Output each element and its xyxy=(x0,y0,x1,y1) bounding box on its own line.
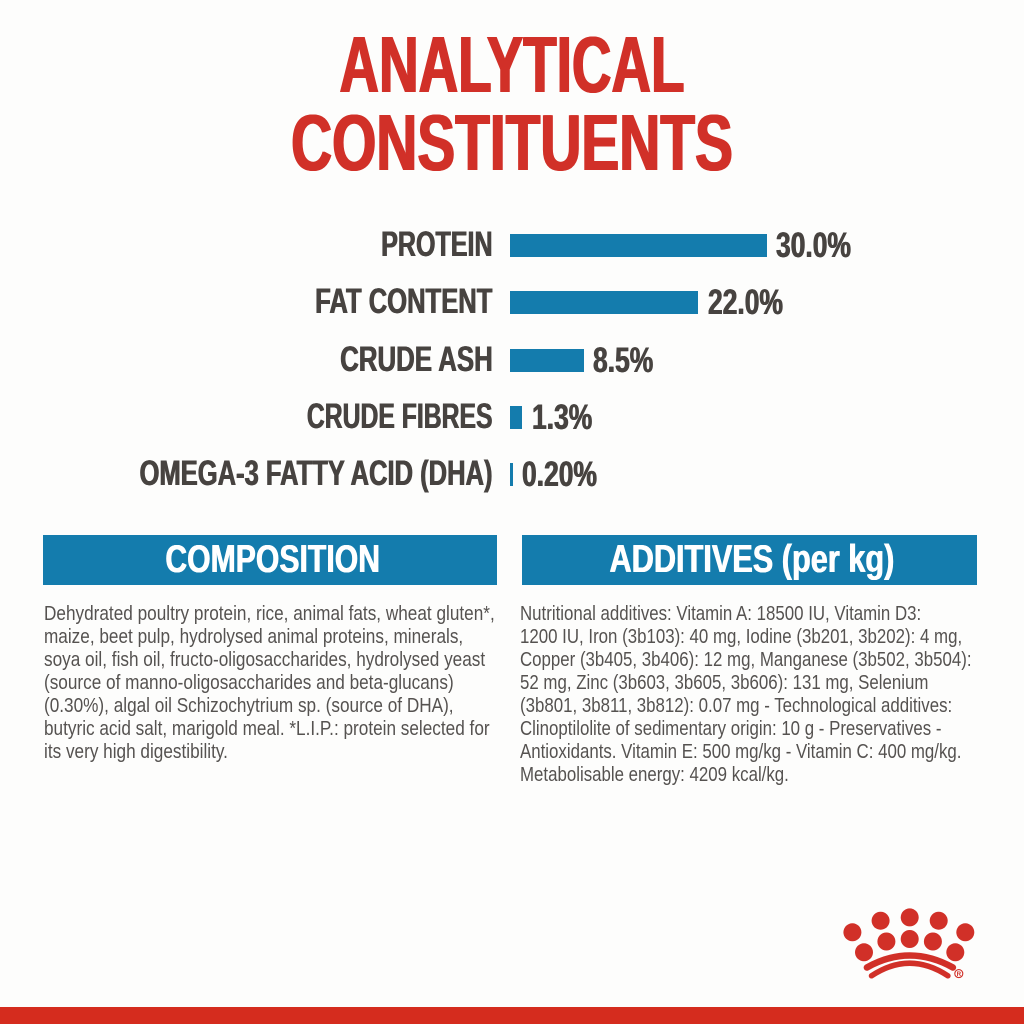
svg-text:R: R xyxy=(957,971,962,978)
